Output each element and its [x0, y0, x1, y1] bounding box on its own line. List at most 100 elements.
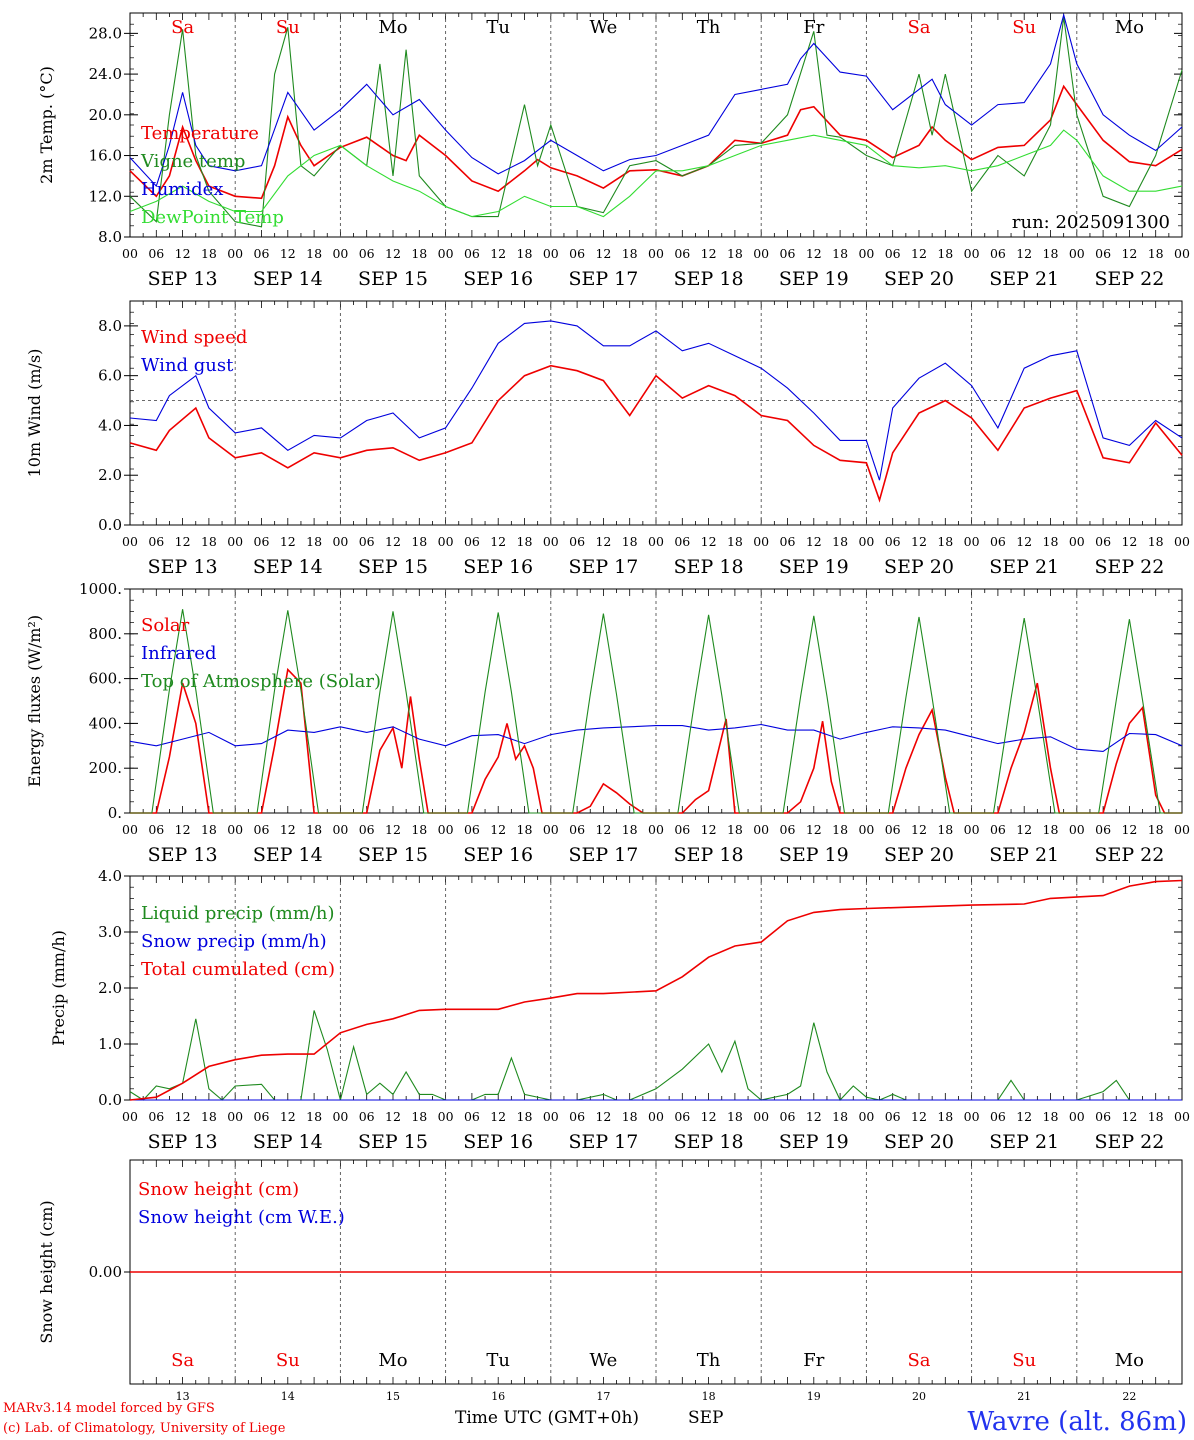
weekday-label: Th: [697, 17, 721, 38]
hour-tick-label: 12: [701, 822, 717, 837]
hour-tick-label: 18: [622, 822, 638, 837]
hour-tick-label: 18: [1148, 246, 1164, 261]
hour-tick-label: 00: [543, 246, 559, 261]
weekday-label: Sa: [907, 17, 930, 38]
date-label: SEP 16: [463, 844, 533, 866]
hour-tick-label: 18: [727, 822, 743, 837]
legend-entry: Humidex: [141, 179, 223, 200]
y-tick-label: 2.0: [98, 466, 122, 484]
hour-tick-label: 00: [122, 246, 138, 261]
hour-tick-label: 06: [674, 534, 690, 549]
y-axis-label: Precip (mm/h): [49, 930, 68, 1046]
hour-tick-label: 12: [1121, 1109, 1137, 1124]
hour-tick-label: 00: [122, 534, 138, 549]
hour-tick-label: 12: [280, 534, 296, 549]
date-label: SEP 22: [1094, 268, 1164, 290]
date-label: SEP 14: [253, 844, 323, 866]
hour-tick-label: 12: [701, 246, 717, 261]
hour-tick-label: 18: [306, 534, 322, 549]
model-credit: MARv3.14 model forced by GFS: [3, 1401, 215, 1416]
weekday-label: Sa: [171, 17, 194, 38]
hour-tick-label: 00: [858, 1109, 874, 1124]
hour-tick-label: 18: [201, 822, 217, 837]
hour-tick-label: 12: [1121, 822, 1137, 837]
weekday-label: Tu: [486, 17, 510, 38]
hour-tick-label: 00: [858, 246, 874, 261]
hour-tick-label: 00: [122, 822, 138, 837]
plot-frame: [129, 300, 1183, 526]
hour-tick-label: 06: [780, 1109, 796, 1124]
hour-tick-label: 06: [885, 246, 901, 261]
y-axis-label: Energy fluxes (W/m²): [25, 615, 44, 787]
hour-tick-label: 12: [490, 822, 506, 837]
hour-tick-label: 00: [753, 534, 769, 549]
hour-tick-label: 18: [1148, 822, 1164, 837]
hour-tick-label: 12: [806, 1109, 822, 1124]
location-title: Wavre (alt. 86m): [967, 1407, 1187, 1437]
date-label: SEP 13: [148, 556, 218, 578]
hour-tick-label: 06: [1095, 822, 1111, 837]
hour-tick-label: 06: [1095, 1109, 1111, 1124]
hour-tick-label: 18: [1043, 822, 1059, 837]
hour-tick-label: 00: [122, 1109, 138, 1124]
date-label: SEP 22: [1094, 1131, 1164, 1153]
hour-tick-label: 18: [727, 1109, 743, 1124]
legend-entry: Solar: [141, 615, 190, 636]
hour-tick-label: 06: [780, 534, 796, 549]
plot-frame: [129, 588, 1183, 814]
date-label: SEP 16: [463, 1131, 533, 1153]
panel-precip: 0.0 1.0 2.0 3.0 4.0 Precip (mm/h) Liquid preci…: [49, 867, 1190, 1153]
hour-tick-label: 18: [622, 534, 638, 549]
legend-entry: Snow height (cm W.E.): [138, 1207, 345, 1228]
y-tick-label: 0.0: [98, 516, 122, 534]
hour-tick-label: 00: [543, 534, 559, 549]
hour-tick-label: 18: [622, 246, 638, 261]
date-label: SEP 21: [989, 268, 1059, 290]
hour-tick-label: 06: [569, 534, 585, 549]
hour-tick-label: 06: [990, 534, 1006, 549]
date-label: SEP 17: [568, 1131, 638, 1153]
date-label: SEP 21: [989, 1131, 1059, 1153]
y-tick-label: 0.: [108, 804, 122, 822]
hour-tick-label: 00: [227, 246, 243, 261]
hour-tick-label: 00: [1174, 822, 1190, 837]
hour-tick-label: 00: [858, 534, 874, 549]
hour-tick-label: 00: [964, 246, 980, 261]
hour-tick-label: 12: [385, 534, 401, 549]
hour-tick-label: 06: [674, 822, 690, 837]
hour-tick-label: 00: [438, 1109, 454, 1124]
date-label: SEP 19: [779, 844, 849, 866]
hour-tick-label: 12: [175, 246, 191, 261]
hour-tick-label: 00: [1069, 822, 1085, 837]
y-axis-label: Snow height (cm): [37, 1200, 56, 1343]
hour-tick-label: 06: [780, 822, 796, 837]
y-tick-label: 16.0: [89, 147, 122, 165]
hour-tick-label: 00: [753, 246, 769, 261]
hour-tick-label: 06: [674, 1109, 690, 1124]
hour-tick-label: 00: [1069, 1109, 1085, 1124]
hour-tick-label: 06: [359, 246, 375, 261]
time-axis-label: Time UTC (GMT+0h): [455, 1408, 639, 1428]
y-tick-label: 2.0: [98, 979, 122, 997]
date-label: SEP 20: [884, 556, 954, 578]
hour-tick-label: 00: [332, 246, 348, 261]
hour-tick-label: 12: [385, 1109, 401, 1124]
hour-tick-label: 12: [1121, 246, 1137, 261]
hour-tick-label: 12: [490, 534, 506, 549]
hour-tick-label: 06: [464, 822, 480, 837]
y-tick-label: 6.0: [98, 367, 122, 385]
hour-tick-label: 12: [490, 246, 506, 261]
day-number: 16: [491, 1390, 505, 1403]
hour-tick-label: 18: [832, 1109, 848, 1124]
y-tick-label: 0.0: [98, 1091, 122, 1109]
day-number: 21: [1017, 1390, 1031, 1403]
hour-tick-label: 12: [911, 534, 927, 549]
hour-tick-label: 18: [937, 246, 953, 261]
plot-frame: [129, 12, 1183, 238]
hour-tick-label: 18: [727, 534, 743, 549]
date-label: SEP 16: [463, 268, 533, 290]
weekday-label: Mo: [378, 1350, 407, 1371]
hour-tick-label: 12: [1016, 246, 1032, 261]
hour-tick-label: 06: [885, 534, 901, 549]
